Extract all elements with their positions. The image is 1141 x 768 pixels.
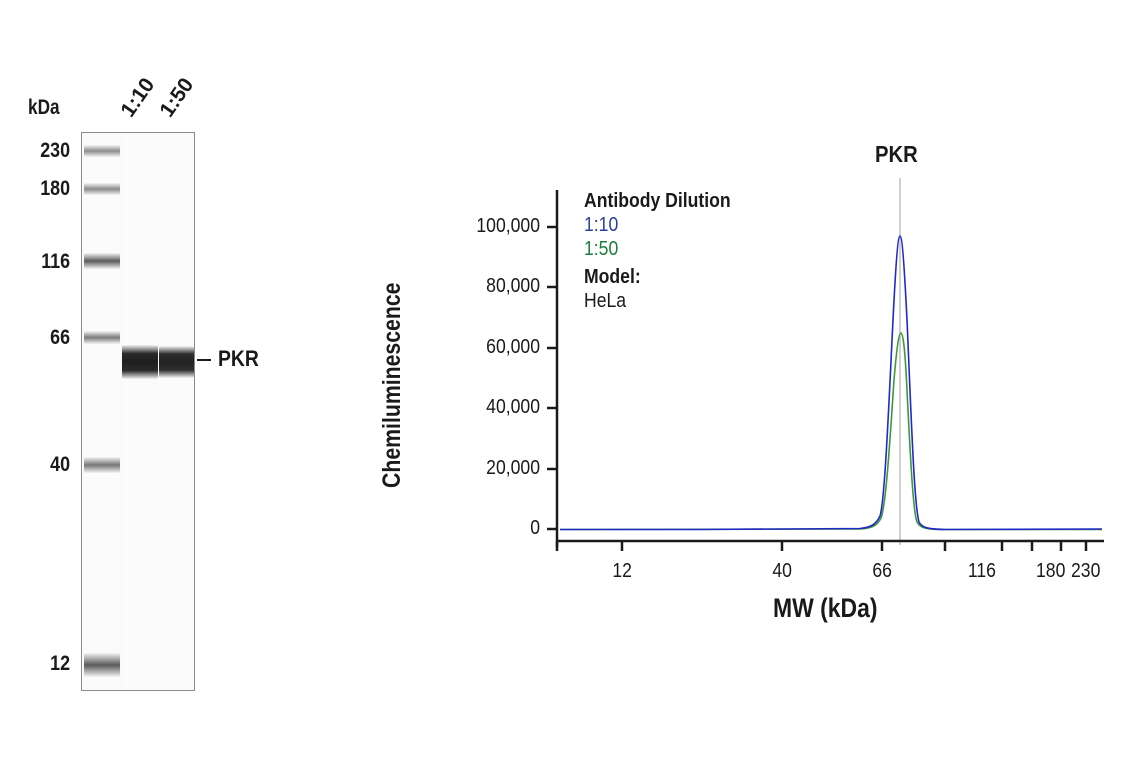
x-tick-label-180: 180 bbox=[1036, 560, 1066, 582]
marker-label-180: 180 bbox=[40, 177, 70, 200]
pkr-band-1-10 bbox=[122, 345, 158, 379]
legend-entry-1-10: 1:10 bbox=[584, 214, 619, 236]
ladder-band-180 bbox=[84, 183, 120, 195]
ladder-lane bbox=[84, 133, 120, 690]
marker-label-66: 66 bbox=[50, 326, 70, 349]
sample-lane-1-50 bbox=[159, 133, 194, 690]
marker-label-40: 40 bbox=[50, 453, 70, 476]
y-ticks bbox=[547, 225, 557, 531]
y-tick-label-20000: 20,000 bbox=[486, 457, 540, 479]
ladder-band-66 bbox=[84, 331, 120, 344]
x-ticks bbox=[555, 541, 1088, 551]
ladder-band-12 bbox=[84, 653, 120, 677]
legend-entry-1-50: 1:50 bbox=[584, 238, 619, 260]
x-tick-label-40: 40 bbox=[772, 560, 792, 582]
legend-model-title: Model: bbox=[584, 266, 641, 288]
x-tick-label-116: 116 bbox=[967, 560, 996, 582]
x-tick-label-12: 12 bbox=[612, 560, 632, 582]
pkr-indicator-line bbox=[197, 359, 211, 361]
pkr-blot-label: PKR bbox=[218, 346, 259, 371]
y-tick-label-80000: 80,000 bbox=[486, 275, 540, 297]
chart-legend: Antibody Dilution 1:10 1:50 Model: HeLa bbox=[584, 189, 731, 313]
ladder-band-116 bbox=[84, 253, 120, 269]
series-1-50-line bbox=[559, 332, 1102, 531]
marker-label-230: 230 bbox=[40, 139, 70, 162]
pkr-band-1-50 bbox=[159, 346, 194, 378]
legend-title: Antibody Dilution bbox=[584, 190, 731, 212]
x-axis-title: MW (kDa) bbox=[773, 593, 878, 623]
series-1-10-line bbox=[560, 235, 1103, 531]
y-axis-title: Chemiluminescence bbox=[378, 282, 406, 488]
peak-label-pkr: PKR bbox=[875, 141, 918, 167]
sample-lane-1-10 bbox=[122, 133, 158, 690]
marker-label-12: 12 bbox=[50, 652, 70, 675]
ladder-band-230 bbox=[84, 145, 120, 157]
legend-model-value: HeLa bbox=[584, 290, 627, 312]
x-tick-label-66: 66 bbox=[872, 560, 892, 582]
marker-label-116: 116 bbox=[41, 250, 70, 273]
blot-image bbox=[81, 132, 195, 691]
y-tick-label-100000: 100,000 bbox=[476, 215, 540, 237]
y-tick-label-40000: 40,000 bbox=[486, 396, 540, 418]
y-tick-label-60000: 60,000 bbox=[486, 336, 540, 358]
y-tick-label-0: 0 bbox=[530, 517, 540, 539]
x-tick-label-230: 230 bbox=[1071, 560, 1101, 582]
ladder-band-40 bbox=[84, 457, 120, 473]
blot-unit-label: kDa bbox=[28, 96, 60, 119]
